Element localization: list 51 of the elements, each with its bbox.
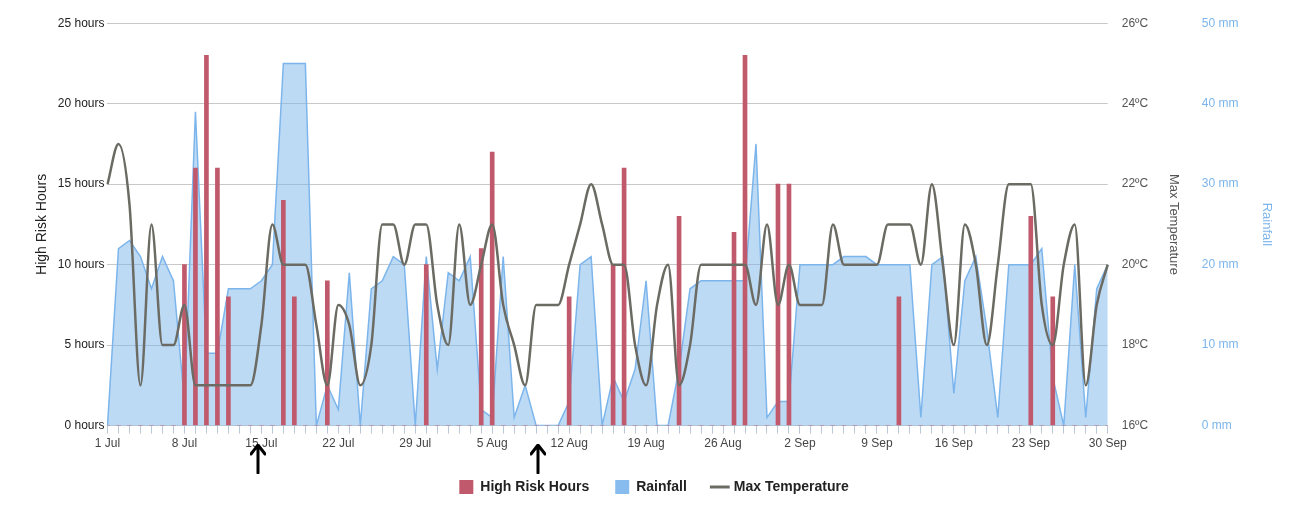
x-tick-label: 23 Sep <box>1011 436 1051 451</box>
bar <box>478 248 484 426</box>
legend-label: High Risk Hours <box>480 477 590 494</box>
y-tick-label: 20 hours <box>57 95 105 110</box>
y2-tick-label: 16ºC <box>1121 417 1149 432</box>
legend-label: Max Temperature <box>733 477 849 494</box>
x-tick-label: 30 Sep <box>1088 436 1128 451</box>
y2-tick-label: 22ºC <box>1121 176 1149 191</box>
bar <box>182 264 187 426</box>
y-tick-label: 25 hours <box>57 15 105 30</box>
bar <box>226 296 231 426</box>
y-tick-label: 10 hours <box>57 256 105 271</box>
x-tick-label: 1 Jul <box>94 436 121 451</box>
y2-axis-title: Max Temperature <box>1167 173 1183 275</box>
legend-label: Rainfall <box>636 477 687 494</box>
bar <box>1028 216 1034 426</box>
y2-tick-label: 24ºC <box>1121 95 1149 110</box>
bar <box>292 296 297 426</box>
x-tick-label: 2 Sep <box>784 436 816 451</box>
bar <box>281 199 286 426</box>
y3-tick-label: 20 mm <box>1201 256 1239 271</box>
y2-tick-label: 20ºC <box>1121 256 1149 271</box>
y-tick-label: 5 hours <box>64 337 105 352</box>
y-tick-label: 0 hours <box>64 417 105 432</box>
bar <box>215 167 220 426</box>
line-series <box>106 142 1109 387</box>
y2-tick-label: 18ºC <box>1121 337 1149 352</box>
y3-tick-label: 0 mm <box>1201 417 1232 432</box>
y-tick-label: 15 hours <box>57 176 105 191</box>
y3-axis-title: Rainfall <box>1259 202 1275 247</box>
bar <box>489 151 495 426</box>
x-tick-label: 16 Sep <box>934 436 974 451</box>
x-tick-label: 9 Sep <box>861 436 893 451</box>
y3-tick-label: 50 mm <box>1201 15 1239 30</box>
bar <box>204 55 209 426</box>
y3-tick-label: 30 mm <box>1201 176 1239 191</box>
y3-tick-label: 40 mm <box>1201 95 1239 110</box>
x-tick-label: 19 Aug <box>627 436 665 451</box>
x-tick-label: 26 Aug <box>704 436 742 451</box>
x-tick-label: 22 Jul <box>322 436 355 451</box>
x-tick-label: 12 Aug <box>550 436 588 451</box>
bar <box>193 167 198 426</box>
x-tick-label: 5 Aug <box>476 436 508 451</box>
y2-tick-label: 26ºC <box>1121 15 1149 30</box>
bar <box>325 280 330 426</box>
y3-tick-label: 10 mm <box>1201 337 1239 352</box>
bar <box>423 264 429 426</box>
y-axis-title: High Risk Hours <box>33 173 50 275</box>
x-tick-label: 29 Jul <box>399 436 432 451</box>
x-tick-label: 8 Jul <box>171 436 198 451</box>
bar <box>1050 296 1056 426</box>
